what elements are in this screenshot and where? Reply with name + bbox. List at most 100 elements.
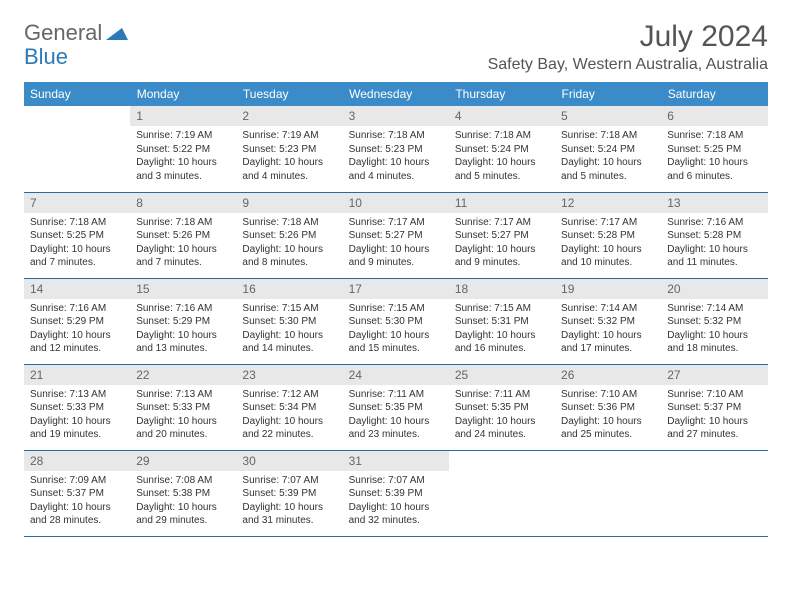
- calendar-cell: .: [24, 106, 130, 192]
- day-number: 29: [130, 451, 236, 471]
- calendar-cell: 12Sunrise: 7:17 AMSunset: 5:28 PMDayligh…: [555, 192, 661, 278]
- day-number: 27: [661, 365, 767, 385]
- day-number: 3: [343, 106, 449, 126]
- weekday-header-row: SundayMondayTuesdayWednesdayThursdayFrid…: [24, 82, 768, 106]
- day-number: 7: [24, 193, 130, 213]
- calendar-cell: 16Sunrise: 7:15 AMSunset: 5:30 PMDayligh…: [236, 278, 342, 364]
- calendar-cell: 17Sunrise: 7:15 AMSunset: 5:30 PMDayligh…: [343, 278, 449, 364]
- calendar-cell: 3Sunrise: 7:18 AMSunset: 5:23 PMDaylight…: [343, 106, 449, 192]
- day-body: Sunrise: 7:14 AMSunset: 5:32 PMDaylight:…: [661, 299, 767, 360]
- weekday-header: Saturday: [661, 82, 767, 106]
- day-body: Sunrise: 7:19 AMSunset: 5:22 PMDaylight:…: [130, 126, 236, 187]
- title-block: July 2024 Safety Bay, Western Australia,…: [488, 20, 768, 74]
- calendar-cell: .: [449, 450, 555, 536]
- calendar-cell: 29Sunrise: 7:08 AMSunset: 5:38 PMDayligh…: [130, 450, 236, 536]
- logo-text-blue: Blue: [24, 44, 68, 69]
- calendar-cell: 25Sunrise: 7:11 AMSunset: 5:35 PMDayligh…: [449, 364, 555, 450]
- day-body: Sunrise: 7:18 AMSunset: 5:24 PMDaylight:…: [449, 126, 555, 187]
- calendar-cell: 26Sunrise: 7:10 AMSunset: 5:36 PMDayligh…: [555, 364, 661, 450]
- calendar-body: .1Sunrise: 7:19 AMSunset: 5:22 PMDayligh…: [24, 106, 768, 536]
- day-body: Sunrise: 7:17 AMSunset: 5:27 PMDaylight:…: [343, 213, 449, 274]
- logo-blue-row: Blue: [24, 44, 68, 70]
- day-number: 24: [343, 365, 449, 385]
- day-number: 8: [130, 193, 236, 213]
- calendar-cell: 1Sunrise: 7:19 AMSunset: 5:22 PMDaylight…: [130, 106, 236, 192]
- weekday-header: Thursday: [449, 82, 555, 106]
- day-number: 1: [130, 106, 236, 126]
- day-body: Sunrise: 7:16 AMSunset: 5:29 PMDaylight:…: [24, 299, 130, 360]
- weekday-header: Wednesday: [343, 82, 449, 106]
- day-number: 2: [236, 106, 342, 126]
- day-body: Sunrise: 7:07 AMSunset: 5:39 PMDaylight:…: [343, 471, 449, 532]
- calendar-cell: 30Sunrise: 7:07 AMSunset: 5:39 PMDayligh…: [236, 450, 342, 536]
- day-number: 31: [343, 451, 449, 471]
- day-number: 21: [24, 365, 130, 385]
- location: Safety Bay, Western Australia, Australia: [488, 56, 768, 74]
- day-number: 11: [449, 193, 555, 213]
- calendar-cell: .: [555, 450, 661, 536]
- day-body: Sunrise: 7:10 AMSunset: 5:36 PMDaylight:…: [555, 385, 661, 446]
- day-number: 10: [343, 193, 449, 213]
- day-body: Sunrise: 7:12 AMSunset: 5:34 PMDaylight:…: [236, 385, 342, 446]
- day-number: 25: [449, 365, 555, 385]
- calendar-cell: 18Sunrise: 7:15 AMSunset: 5:31 PMDayligh…: [449, 278, 555, 364]
- day-number: 22: [130, 365, 236, 385]
- day-number: 12: [555, 193, 661, 213]
- day-number: 15: [130, 279, 236, 299]
- calendar-cell: 4Sunrise: 7:18 AMSunset: 5:24 PMDaylight…: [449, 106, 555, 192]
- day-body: Sunrise: 7:10 AMSunset: 5:37 PMDaylight:…: [661, 385, 767, 446]
- calendar-cell: .: [661, 450, 767, 536]
- day-number: 9: [236, 193, 342, 213]
- day-number: 20: [661, 279, 767, 299]
- day-body: Sunrise: 7:11 AMSunset: 5:35 PMDaylight:…: [449, 385, 555, 446]
- calendar-cell: 9Sunrise: 7:18 AMSunset: 5:26 PMDaylight…: [236, 192, 342, 278]
- day-body: Sunrise: 7:16 AMSunset: 5:29 PMDaylight:…: [130, 299, 236, 360]
- calendar-row: .1Sunrise: 7:19 AMSunset: 5:22 PMDayligh…: [24, 106, 768, 192]
- day-body: Sunrise: 7:13 AMSunset: 5:33 PMDaylight:…: [130, 385, 236, 446]
- day-body: Sunrise: 7:19 AMSunset: 5:23 PMDaylight:…: [236, 126, 342, 187]
- day-body: Sunrise: 7:18 AMSunset: 5:24 PMDaylight:…: [555, 126, 661, 187]
- day-body: Sunrise: 7:14 AMSunset: 5:32 PMDaylight:…: [555, 299, 661, 360]
- logo: General: [24, 20, 130, 46]
- day-number: 6: [661, 106, 767, 126]
- weekday-header: Sunday: [24, 82, 130, 106]
- logo-triangle-icon: [106, 20, 128, 46]
- calendar-cell: 31Sunrise: 7:07 AMSunset: 5:39 PMDayligh…: [343, 450, 449, 536]
- day-number: 17: [343, 279, 449, 299]
- day-body: Sunrise: 7:17 AMSunset: 5:28 PMDaylight:…: [555, 213, 661, 274]
- calendar-row: 14Sunrise: 7:16 AMSunset: 5:29 PMDayligh…: [24, 278, 768, 364]
- day-number: 4: [449, 106, 555, 126]
- day-body: Sunrise: 7:18 AMSunset: 5:25 PMDaylight:…: [24, 213, 130, 274]
- day-body: Sunrise: 7:18 AMSunset: 5:23 PMDaylight:…: [343, 126, 449, 187]
- weekday-header: Tuesday: [236, 82, 342, 106]
- calendar-row: 7Sunrise: 7:18 AMSunset: 5:25 PMDaylight…: [24, 192, 768, 278]
- calendar-cell: 6Sunrise: 7:18 AMSunset: 5:25 PMDaylight…: [661, 106, 767, 192]
- calendar-cell: 2Sunrise: 7:19 AMSunset: 5:23 PMDaylight…: [236, 106, 342, 192]
- header: General July 2024 Safety Bay, Western Au…: [24, 20, 768, 74]
- calendar-cell: 13Sunrise: 7:16 AMSunset: 5:28 PMDayligh…: [661, 192, 767, 278]
- day-number: 28: [24, 451, 130, 471]
- calendar-cell: 8Sunrise: 7:18 AMSunset: 5:26 PMDaylight…: [130, 192, 236, 278]
- day-number: 16: [236, 279, 342, 299]
- calendar-cell: 23Sunrise: 7:12 AMSunset: 5:34 PMDayligh…: [236, 364, 342, 450]
- day-number: 14: [24, 279, 130, 299]
- day-body: Sunrise: 7:18 AMSunset: 5:25 PMDaylight:…: [661, 126, 767, 187]
- day-number: 18: [449, 279, 555, 299]
- calendar-cell: 15Sunrise: 7:16 AMSunset: 5:29 PMDayligh…: [130, 278, 236, 364]
- calendar-cell: 7Sunrise: 7:18 AMSunset: 5:25 PMDaylight…: [24, 192, 130, 278]
- calendar-cell: 28Sunrise: 7:09 AMSunset: 5:37 PMDayligh…: [24, 450, 130, 536]
- day-number: 13: [661, 193, 767, 213]
- day-body: Sunrise: 7:09 AMSunset: 5:37 PMDaylight:…: [24, 471, 130, 532]
- calendar-cell: 11Sunrise: 7:17 AMSunset: 5:27 PMDayligh…: [449, 192, 555, 278]
- day-body: Sunrise: 7:13 AMSunset: 5:33 PMDaylight:…: [24, 385, 130, 446]
- day-body: Sunrise: 7:07 AMSunset: 5:39 PMDaylight:…: [236, 471, 342, 532]
- calendar-table: SundayMondayTuesdayWednesdayThursdayFrid…: [24, 82, 768, 537]
- day-body: Sunrise: 7:17 AMSunset: 5:27 PMDaylight:…: [449, 213, 555, 274]
- weekday-header: Friday: [555, 82, 661, 106]
- calendar-cell: 27Sunrise: 7:10 AMSunset: 5:37 PMDayligh…: [661, 364, 767, 450]
- day-body: Sunrise: 7:16 AMSunset: 5:28 PMDaylight:…: [661, 213, 767, 274]
- calendar-cell: 5Sunrise: 7:18 AMSunset: 5:24 PMDaylight…: [555, 106, 661, 192]
- day-number: 23: [236, 365, 342, 385]
- day-body: Sunrise: 7:11 AMSunset: 5:35 PMDaylight:…: [343, 385, 449, 446]
- day-body: Sunrise: 7:18 AMSunset: 5:26 PMDaylight:…: [236, 213, 342, 274]
